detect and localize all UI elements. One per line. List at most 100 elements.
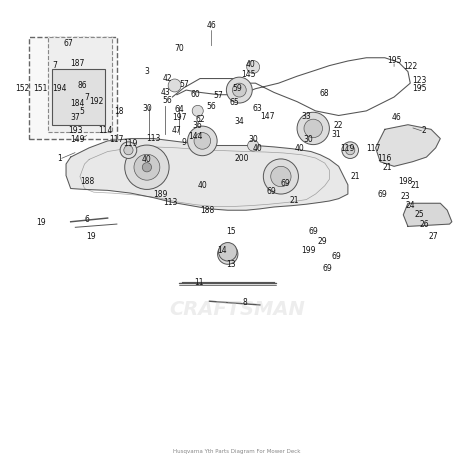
Text: 37: 37 (71, 113, 80, 122)
Text: 199: 199 (301, 246, 316, 255)
Text: 62: 62 (195, 115, 205, 124)
Text: 64: 64 (174, 105, 184, 115)
Text: 21: 21 (383, 163, 392, 172)
Text: 40: 40 (198, 181, 207, 190)
Text: Husqvarna Yth Parts Diagram For Mower Deck: Husqvarna Yth Parts Diagram For Mower De… (173, 449, 301, 454)
Circle shape (219, 243, 237, 261)
Text: 122: 122 (403, 62, 418, 72)
Circle shape (246, 61, 260, 73)
Text: 36: 36 (193, 121, 202, 130)
Text: 63: 63 (253, 104, 263, 113)
Text: 184: 184 (71, 99, 85, 109)
Text: 34: 34 (235, 116, 244, 126)
Text: 11: 11 (194, 278, 204, 287)
Text: 69: 69 (378, 190, 387, 200)
Polygon shape (375, 125, 440, 166)
Text: 195: 195 (387, 55, 401, 65)
Text: 114: 114 (98, 126, 112, 135)
Text: 40: 40 (246, 60, 256, 69)
Text: 30: 30 (304, 135, 313, 144)
Text: 145: 145 (241, 70, 256, 79)
Text: 69: 69 (267, 187, 276, 196)
Text: 7: 7 (52, 61, 57, 70)
Text: 65: 65 (230, 98, 239, 107)
Text: 57: 57 (179, 79, 189, 89)
Polygon shape (66, 139, 348, 210)
Text: 8: 8 (243, 298, 248, 307)
Circle shape (227, 77, 252, 103)
Text: 119: 119 (124, 139, 138, 148)
Text: 23: 23 (401, 192, 410, 201)
Text: 15: 15 (227, 227, 236, 237)
Text: 123: 123 (412, 76, 427, 85)
Text: 117: 117 (366, 144, 381, 153)
Text: 21: 21 (350, 172, 360, 181)
Text: 46: 46 (392, 113, 401, 122)
Text: 31: 31 (331, 130, 341, 140)
Text: 119: 119 (341, 144, 355, 153)
Text: 188: 188 (200, 206, 214, 215)
Text: 192: 192 (89, 97, 103, 106)
Text: 43: 43 (161, 88, 170, 97)
Polygon shape (47, 37, 112, 132)
Text: 56: 56 (163, 96, 173, 105)
Text: 13: 13 (227, 260, 236, 269)
Text: 40: 40 (294, 144, 304, 153)
Text: 33: 33 (301, 112, 311, 121)
Circle shape (247, 140, 259, 151)
FancyBboxPatch shape (29, 37, 117, 139)
Circle shape (134, 154, 160, 180)
Circle shape (297, 112, 329, 145)
Text: 60: 60 (191, 90, 201, 99)
Text: 198: 198 (399, 176, 413, 186)
Polygon shape (403, 203, 452, 226)
Text: 189: 189 (154, 190, 168, 200)
Circle shape (194, 133, 210, 149)
Text: 18: 18 (114, 107, 124, 116)
Text: 29: 29 (318, 237, 327, 246)
Text: 24: 24 (405, 201, 415, 210)
Text: 152: 152 (15, 84, 29, 93)
Circle shape (124, 146, 133, 155)
Text: 195: 195 (412, 84, 427, 93)
Text: 46: 46 (207, 21, 217, 30)
Bar (52, 69, 105, 125)
Text: 69: 69 (281, 179, 291, 188)
Circle shape (232, 83, 246, 97)
Text: 9: 9 (182, 138, 186, 147)
Text: 69: 69 (331, 252, 341, 261)
Text: 14: 14 (218, 246, 227, 255)
Text: 86: 86 (77, 81, 87, 90)
Circle shape (192, 105, 203, 116)
Text: 144: 144 (188, 132, 203, 141)
Text: 187: 187 (71, 59, 85, 68)
Text: 59: 59 (232, 84, 242, 93)
Text: 194: 194 (52, 84, 66, 93)
Text: 26: 26 (419, 219, 429, 229)
Circle shape (188, 126, 217, 156)
Text: 30: 30 (142, 104, 152, 113)
Circle shape (120, 142, 137, 158)
Circle shape (264, 159, 299, 194)
Text: 117: 117 (109, 135, 124, 144)
Text: 70: 70 (174, 44, 184, 53)
Circle shape (271, 166, 291, 187)
Text: 3: 3 (145, 67, 149, 76)
Text: 2: 2 (422, 126, 427, 135)
Text: CRAFTSMAN: CRAFTSMAN (169, 300, 305, 319)
Text: 47: 47 (172, 126, 182, 135)
Text: 188: 188 (80, 176, 94, 186)
Text: 7: 7 (84, 92, 89, 102)
Circle shape (168, 79, 181, 92)
Text: 200: 200 (234, 153, 249, 163)
Text: 56: 56 (207, 102, 217, 111)
Text: 193: 193 (68, 126, 82, 135)
Circle shape (342, 142, 358, 158)
Text: 68: 68 (320, 89, 329, 98)
Text: 113: 113 (163, 198, 177, 207)
Circle shape (304, 119, 322, 138)
Text: 27: 27 (428, 232, 438, 241)
Text: 21: 21 (290, 196, 300, 206)
Text: 197: 197 (172, 113, 186, 122)
Text: 30: 30 (248, 135, 258, 144)
